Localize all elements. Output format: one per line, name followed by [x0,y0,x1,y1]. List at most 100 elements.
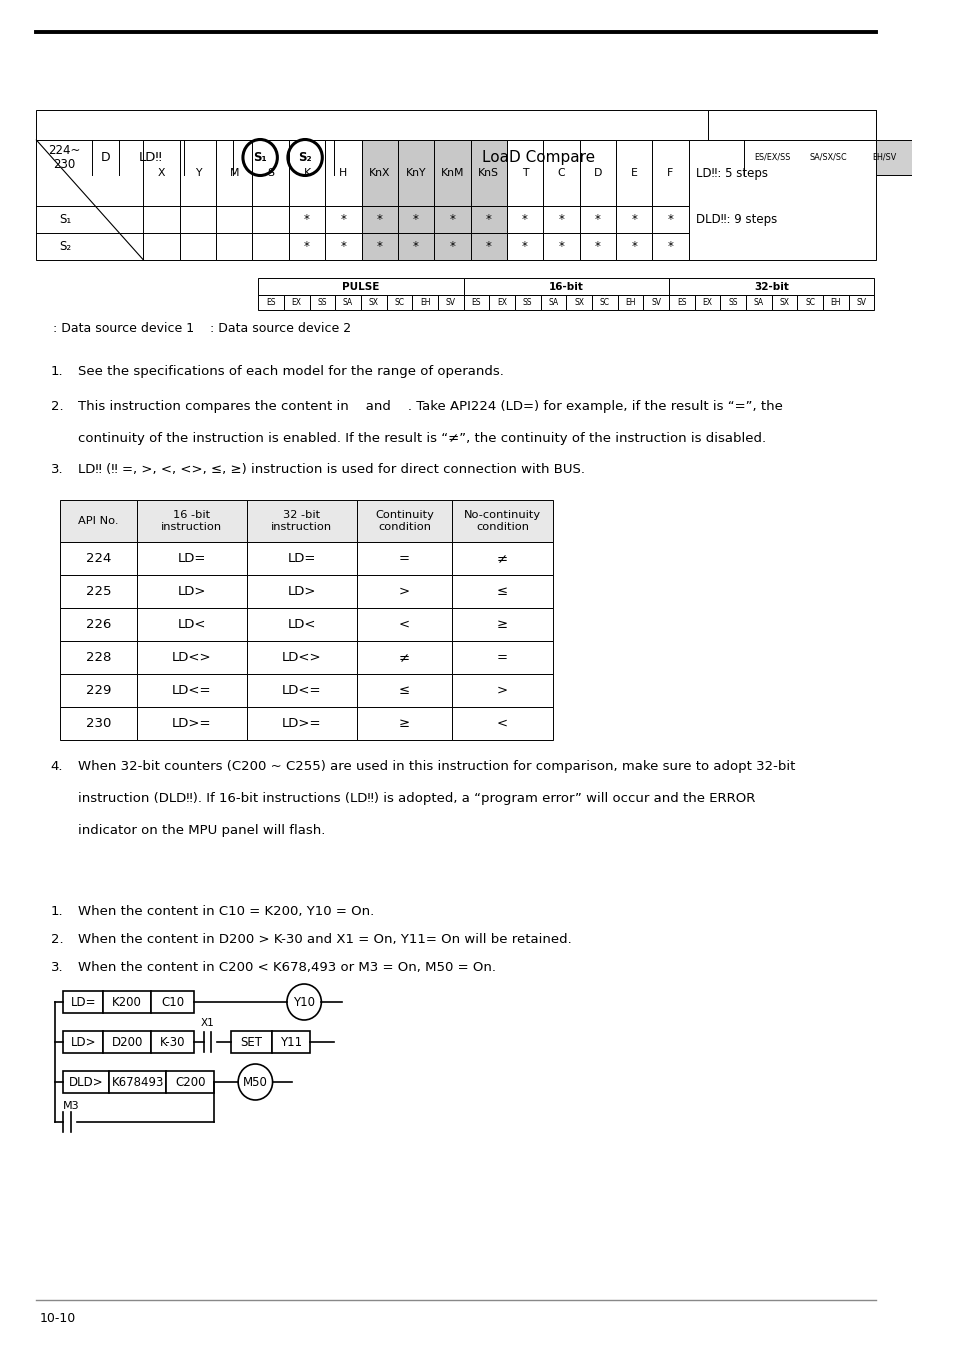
Bar [325,140,361,207]
Bar [247,575,356,608]
Text: LD>: LD> [71,1035,96,1049]
Bar [617,296,642,310]
Text: D: D [100,151,110,163]
Text: C10: C10 [161,995,184,1008]
Text: X: X [157,167,165,178]
Bar [616,140,652,207]
Bar [179,207,216,234]
Bar [470,140,506,207]
Bar [60,674,136,707]
Bar [652,207,688,234]
Text: 10-10: 10-10 [40,1311,76,1324]
Bar [136,541,247,575]
Text: *: * [376,240,382,252]
Text: 4.: 4. [51,760,63,774]
Text: <: < [398,618,410,630]
Bar [579,234,616,261]
Text: EX: EX [497,298,506,306]
Text: *: * [340,240,346,252]
Text: 2.: 2. [51,933,63,946]
Text: *: * [449,213,455,225]
Bar [822,296,847,310]
Text: Y11: Y11 [279,1035,301,1049]
Text: M: M [230,167,239,178]
Text: 32 -bit
instruction: 32 -bit instruction [271,510,332,532]
Bar [452,575,552,608]
Text: SV: SV [650,298,660,306]
Bar [591,296,617,310]
Text: EH/SV: EH/SV [871,153,896,162]
Bar [60,500,136,541]
Text: ≠: ≠ [497,552,508,566]
Bar [356,641,452,674]
Bar [506,207,542,234]
Bar [166,1071,214,1094]
Text: *: * [595,240,600,252]
Bar [216,234,253,261]
Bar [642,296,668,310]
Text: KnS: KnS [477,167,498,178]
Bar [720,296,745,310]
Bar [247,674,356,707]
Text: DLD‼: 9 steps: DLD‼: 9 steps [696,213,777,225]
Text: LD=: LD= [287,552,315,566]
Text: SC: SC [804,298,814,306]
Bar [289,207,325,234]
Bar [136,575,247,608]
Text: *: * [376,213,382,225]
Text: *: * [304,213,310,225]
Text: EX: EX [701,298,712,306]
Bar [143,207,179,234]
Bar [60,608,136,641]
Text: EH: EH [419,298,430,306]
Text: K200: K200 [112,995,142,1008]
Bar [356,707,452,740]
Bar [60,707,136,740]
Bar [325,207,361,234]
Bar [151,991,194,1012]
Text: *: * [631,213,637,225]
Text: EH: EH [624,298,635,306]
Bar [103,1031,151,1053]
Text: LD<=: LD<= [172,684,212,697]
Bar [253,234,289,261]
Text: C: C [557,167,564,178]
Text: F: F [667,167,673,178]
Text: *: * [485,240,491,252]
Bar [652,234,688,261]
Text: LD>: LD> [287,585,315,598]
Bar [694,296,720,310]
Bar [566,296,591,310]
Text: =: = [497,651,508,664]
Bar [470,234,506,261]
Bar [253,207,289,234]
Bar [284,296,309,310]
Text: *: * [413,213,418,225]
Text: Y: Y [194,167,201,178]
Bar [616,207,652,234]
Text: 2.: 2. [51,400,63,413]
Text: 224: 224 [86,552,112,566]
Text: 3.: 3. [51,463,63,477]
Bar [103,991,151,1012]
Bar [136,674,247,707]
Text: K678493: K678493 [112,1076,164,1088]
Text: LD<: LD< [287,618,315,630]
Text: ≠: ≠ [398,651,410,664]
Text: SS: SS [727,298,737,306]
Bar [136,641,247,674]
Text: When the content in D200 > K-30 and X1 = On, Y11= On will be retained.: When the content in D200 > K-30 and X1 =… [78,933,572,946]
Bar [434,234,470,261]
Bar [437,296,463,310]
Bar [325,234,361,261]
Text: S₂: S₂ [59,240,71,252]
Text: ≥: ≥ [497,618,508,630]
Text: *: * [521,240,527,252]
Bar [452,541,552,575]
Text: 1.: 1. [51,904,63,918]
Text: 228: 228 [86,651,112,664]
Bar [356,575,452,608]
Bar [63,1071,109,1094]
Text: LD<>: LD<> [172,651,212,664]
Bar [309,296,335,310]
